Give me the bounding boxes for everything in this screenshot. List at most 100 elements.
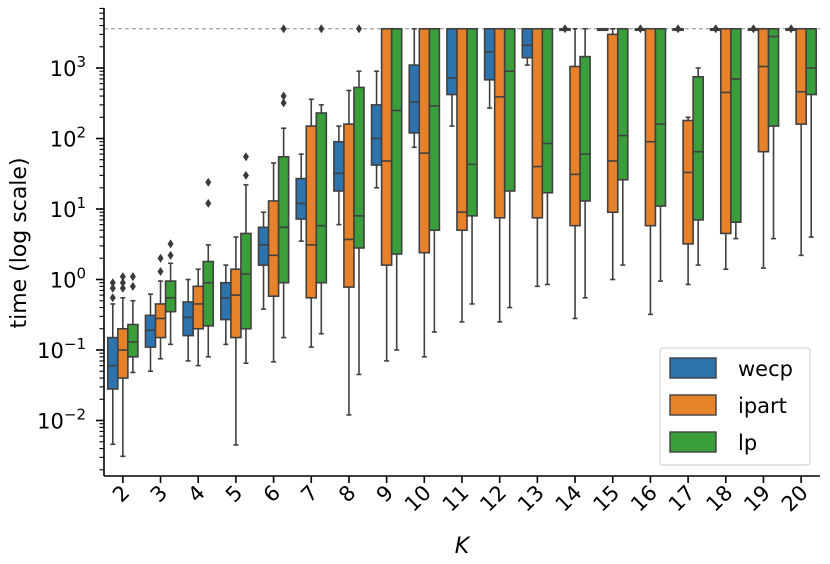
x-tick-label: 18 <box>701 481 737 517</box>
box-body <box>240 232 252 330</box>
box-ipart-k6 <box>267 162 280 363</box>
box-body <box>521 27 534 59</box>
box-body <box>154 303 167 339</box>
box-lp-k8 <box>353 24 365 376</box>
box-lp-k17 <box>692 67 704 266</box>
box-wecp-k20 <box>785 24 797 34</box>
legend-label-ipart: ipart <box>738 394 787 418</box>
box-body <box>257 226 270 266</box>
box-body <box>370 104 383 166</box>
box-body <box>343 123 355 288</box>
box-lp-k5 <box>240 152 252 364</box>
box-body <box>446 27 458 96</box>
outlier-point <box>109 283 116 293</box>
box-ipart-k13 <box>531 27 544 288</box>
y-tick-label: 100 <box>50 265 86 293</box>
box-body <box>380 27 393 266</box>
box-ipart-k18 <box>719 27 732 270</box>
box-body <box>767 27 780 127</box>
box-body <box>220 281 232 321</box>
x-axis-title: K <box>455 534 471 559</box>
box-ipart-k9 <box>380 27 393 362</box>
box-body <box>192 285 205 330</box>
x-tick-label: 5 <box>221 481 247 507</box>
legend-label-wecp: wecp <box>738 357 793 381</box>
box-ipart-k4 <box>192 268 205 367</box>
box-lp-k14 <box>579 27 591 299</box>
x-tick-label: 17 <box>664 481 700 517</box>
box-body <box>456 27 468 232</box>
box-lp-k11 <box>466 27 478 305</box>
x-tick-label: 13 <box>513 481 549 517</box>
box-wecp-k3 <box>144 293 157 373</box>
outlier-point <box>109 293 116 303</box>
outlier-point <box>788 24 795 34</box>
x-tick-label: 12 <box>475 481 511 517</box>
box-lp-k12 <box>503 27 516 309</box>
y-tick-label: 10−1 <box>37 335 86 363</box>
box-lp-k20 <box>805 27 818 238</box>
box-lp-k2 <box>127 272 139 374</box>
box-body <box>333 140 345 192</box>
box-wecp-k6 <box>257 211 270 310</box>
legend-swatch-wecp <box>669 357 717 379</box>
box-ipart-k8 <box>343 89 355 416</box>
box-lp-k7 <box>315 24 328 335</box>
box-wecp-k13 <box>521 27 534 66</box>
box-lp-k18 <box>730 27 742 240</box>
box-body <box>493 27 506 219</box>
box-body <box>616 27 629 181</box>
box-body <box>541 27 554 194</box>
box-body <box>805 27 818 96</box>
box-lp-k3 <box>164 239 177 346</box>
box-body <box>353 86 365 249</box>
box-lp-k10 <box>428 27 441 333</box>
box-body <box>654 27 667 207</box>
box-body <box>692 76 704 221</box>
x-tick-label: 7 <box>296 481 322 507</box>
x-tick-label: 20 <box>777 481 813 517</box>
box-ipart-k10 <box>418 27 431 358</box>
box-lp-k9 <box>390 27 403 351</box>
box-wecp-k17 <box>672 24 684 34</box>
box-body <box>267 200 280 297</box>
box-lp-k4 <box>202 177 215 358</box>
outlier-point <box>205 198 212 208</box>
box-ipart-k5 <box>230 236 242 446</box>
box-body <box>730 27 742 223</box>
x-tick-label: 14 <box>551 481 587 517</box>
outlier-point <box>129 272 136 282</box>
outlier-point <box>119 283 126 293</box>
box-ipart-k15 <box>606 27 619 281</box>
box-wecp-k7 <box>295 153 308 242</box>
box-body <box>795 27 807 125</box>
x-tick-label: 2 <box>108 481 134 507</box>
box-lp-k13 <box>541 27 554 286</box>
box-wecp-k8 <box>333 125 345 226</box>
box-wecp-k5 <box>220 264 232 346</box>
box-ipart-k14 <box>569 27 581 320</box>
box-body <box>644 27 657 227</box>
box-lp-k6 <box>277 24 290 339</box>
box-wecp-k18 <box>709 24 722 34</box>
x-tick-label: 9 <box>372 481 398 507</box>
outlier-point <box>109 278 116 288</box>
x-tick-label: 16 <box>626 481 662 517</box>
outlier-point <box>280 98 287 108</box>
box-lp-k16 <box>654 27 667 282</box>
box-body <box>315 112 328 284</box>
box-body <box>408 64 421 134</box>
box-body <box>277 156 290 284</box>
box-body <box>117 327 129 379</box>
outlier-point <box>355 24 362 34</box>
box-body <box>418 27 431 254</box>
outlier-point <box>318 24 325 34</box>
box-body <box>305 125 318 299</box>
box-ipart-k2 <box>117 272 129 458</box>
box-body <box>579 55 591 202</box>
x-tick-label: 3 <box>146 481 172 507</box>
legend-swatch-lp <box>669 431 717 453</box>
outlier-point <box>157 266 164 276</box>
outlier-point <box>167 239 174 249</box>
